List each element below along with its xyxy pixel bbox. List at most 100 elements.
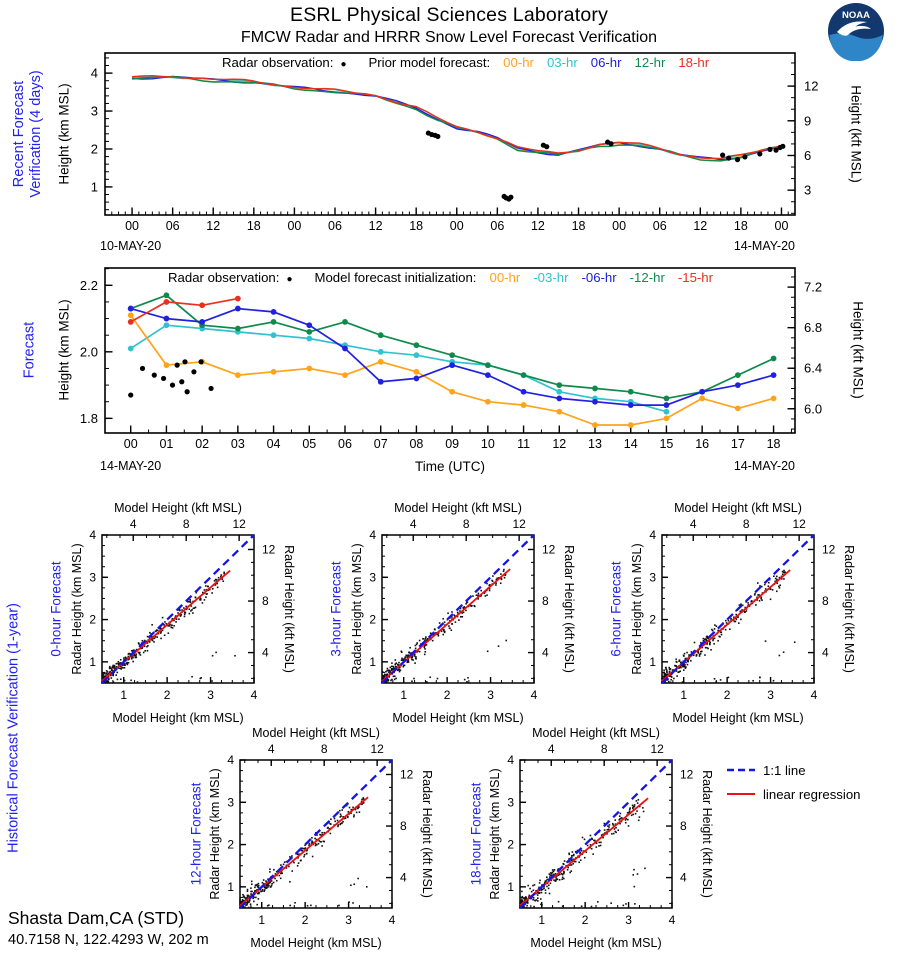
svg-text:2: 2 — [724, 688, 731, 702]
svg-text:12: 12 — [552, 437, 566, 451]
svg-text:4: 4 — [251, 688, 258, 702]
svg-text:2: 2 — [444, 688, 451, 702]
radar-observation-marker: ● — [286, 274, 293, 285]
station-location: 40.7158 N, 122.4293 W, 202 m — [8, 932, 209, 948]
legend-series-00hr: 00-hr — [489, 270, 521, 285]
svg-text:4: 4 — [227, 753, 234, 767]
svg-text:1: 1 — [400, 688, 407, 702]
svg-text:3: 3 — [369, 570, 376, 584]
svg-text:00: 00 — [775, 219, 789, 233]
legend-series-06hr: 06-hr — [590, 55, 622, 70]
historical-verification-side-label: Historical Forecast Verification (1-year… — [5, 603, 22, 853]
svg-text:3: 3 — [625, 913, 632, 927]
svg-text:00: 00 — [125, 219, 139, 233]
svg-text:1: 1 — [680, 688, 687, 702]
legend-series-m03hr: -03-hr — [533, 270, 569, 285]
svg-text:8: 8 — [183, 517, 190, 531]
svg-text:10: 10 — [481, 437, 495, 451]
svg-text:17: 17 — [731, 437, 745, 451]
svg-text:3: 3 — [804, 183, 811, 198]
scatter-top-title: Model Height (kft MSL) — [674, 501, 802, 515]
svg-text:12: 12 — [370, 742, 384, 756]
scatter-label-3hour: 3-hour Forecast — [328, 561, 344, 657]
svg-text:4: 4 — [268, 742, 275, 756]
svg-text:4: 4 — [822, 646, 829, 660]
scatter-bottom-title: Model Height (km MSL) — [672, 711, 804, 725]
svg-text:9: 9 — [804, 113, 811, 128]
scatter-bottom-title: Model Height (km MSL) — [530, 936, 662, 950]
station-name: Shasta Dam,CA (STD) — [8, 908, 185, 928]
svg-text:12: 12 — [804, 79, 818, 94]
svg-text:12: 12 — [680, 767, 694, 781]
svg-text:2: 2 — [227, 838, 234, 852]
svg-text:4: 4 — [130, 517, 137, 531]
svg-text:6.0: 6.0 — [804, 401, 822, 416]
recent-yaxis-right-title: Height (kft MSL) — [848, 85, 864, 183]
svg-text:4: 4 — [410, 517, 417, 531]
svg-text:07: 07 — [374, 437, 388, 451]
svg-text:4: 4 — [548, 742, 555, 756]
scatter-ylabel-right: Radar Height (kft MSL) — [842, 545, 856, 673]
svg-text:06: 06 — [490, 219, 504, 233]
legend-series-00hr: 00-hr — [503, 55, 534, 70]
svg-text:8: 8 — [601, 742, 608, 756]
svg-text:02: 02 — [195, 437, 209, 451]
svg-text:18: 18 — [572, 219, 586, 233]
legend-series-18hr: 18-hr — [678, 55, 710, 70]
forecast-date-left: 14-MAY-20 — [100, 459, 162, 473]
scatter-label-12hour: 12-hour Forecast — [188, 782, 204, 886]
svg-text:4: 4 — [507, 753, 514, 767]
svg-text:1: 1 — [91, 179, 98, 194]
regression-line-sample — [727, 793, 755, 795]
svg-text:4: 4 — [400, 871, 407, 885]
svg-text:12: 12 — [693, 219, 707, 233]
scatter-ylabel-left: Radar Height (km MSL) — [350, 543, 364, 675]
svg-text:1: 1 — [507, 880, 514, 894]
svg-text:18: 18 — [767, 437, 781, 451]
svg-text:06: 06 — [328, 219, 342, 233]
prior-model-forecast-label: Prior model forecast: — [368, 55, 491, 70]
radar-observation-label: Radar observation: — [168, 270, 280, 285]
svg-text:06: 06 — [166, 219, 180, 233]
svg-text:08: 08 — [409, 437, 423, 451]
svg-text:4: 4 — [542, 646, 549, 660]
legend-series-12hr: 12-hr — [634, 55, 666, 70]
scatter-label-0hour: 0-hour Forecast — [48, 561, 64, 657]
svg-text:16: 16 — [695, 437, 709, 451]
svg-text:2: 2 — [369, 613, 376, 627]
svg-text:00: 00 — [124, 437, 138, 451]
svg-text:1: 1 — [369, 655, 376, 669]
scatter-ylabel-right: Radar Height (kft MSL) — [562, 545, 576, 673]
svg-text:8: 8 — [680, 819, 687, 833]
page-title: ESRL Physical Sciences Laboratory — [289, 4, 609, 26]
scatter-top-title: Model Height (kft MSL) — [252, 726, 380, 740]
scatter-label-6hour: 6-hour Forecast — [608, 561, 624, 657]
svg-text:3: 3 — [91, 104, 98, 119]
recent-verification-panel: 00 06 12 18 00 06 12 18 00 06 12 18 00 06 12 18 00123436… — [91, 52, 818, 233]
legend-series-m12hr: -12-hr — [629, 270, 665, 285]
recent-panel-legend: Radar observation: ● Prior model forecas… — [222, 55, 709, 70]
svg-text:01: 01 — [159, 437, 173, 451]
svg-text:04: 04 — [267, 437, 281, 451]
svg-text:8: 8 — [822, 594, 829, 608]
radar-observation-label: Radar observation: — [222, 55, 334, 70]
svg-text:2: 2 — [91, 141, 98, 156]
scatter-bottom-title: Model Height (km MSL) — [392, 711, 524, 725]
svg-text:4: 4 — [531, 688, 538, 702]
svg-text:12: 12 — [822, 542, 836, 556]
page-subtitle: FMCW Radar and HRRR Snow Level Forecast … — [240, 29, 658, 46]
forecast-yaxis-left-title: Height (km MSL) — [56, 299, 72, 401]
scatter-legend: 1:1 line linear regression — [726, 758, 861, 806]
svg-text:3: 3 — [767, 688, 774, 702]
svg-text:3: 3 — [649, 570, 656, 584]
recent-date-left: 10-MAY-20 — [100, 239, 162, 253]
forecast-side-label: Forecast — [21, 321, 38, 379]
svg-text:2: 2 — [507, 838, 514, 852]
svg-text:12: 12 — [542, 542, 556, 556]
